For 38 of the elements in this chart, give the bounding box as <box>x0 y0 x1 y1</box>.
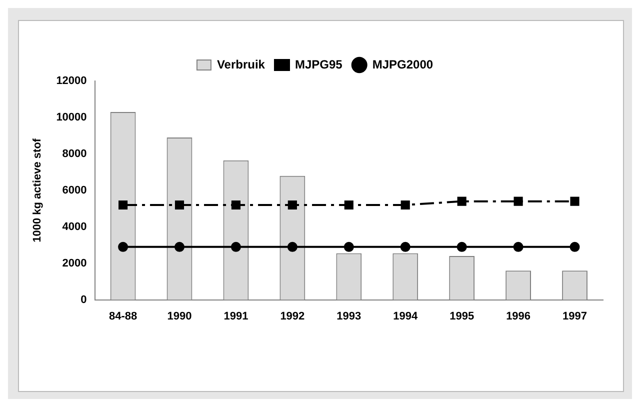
x-tick-label: 1995 <box>450 310 474 322</box>
point <box>288 200 297 210</box>
x-tick-label: 1997 <box>562 310 588 322</box>
point <box>400 200 410 210</box>
x-tick-label: 1993 <box>336 310 362 322</box>
point <box>118 242 128 252</box>
x-tick-label: 1990 <box>167 310 192 322</box>
y-tick-label: 2000 <box>62 257 87 270</box>
point <box>287 242 298 252</box>
legend-label: MJPG2000 <box>372 57 434 72</box>
point <box>174 200 184 210</box>
x-tick-label: 1991 <box>224 310 248 322</box>
point <box>344 200 354 210</box>
x-tick-label: 1996 <box>506 310 531 322</box>
legend-label: Verbruik <box>216 57 266 72</box>
point <box>231 200 240 210</box>
point <box>344 242 354 252</box>
x-tick-label: 1992 <box>280 310 305 322</box>
point <box>457 196 466 206</box>
point <box>570 196 580 206</box>
x-tick-label: 1994 <box>393 310 418 322</box>
y-tick-label: 6000 <box>62 184 87 196</box>
y-tick-label: 8000 <box>62 148 87 160</box>
y-tick-label: 4000 <box>62 220 87 233</box>
point <box>230 242 241 252</box>
point <box>400 242 410 252</box>
y-tick-label: 0 <box>80 294 87 306</box>
point <box>456 242 467 252</box>
point <box>513 242 524 252</box>
x-tick-label: 84-88 <box>108 310 138 322</box>
y-tick-label: 10000 <box>56 112 87 124</box>
y-axis-title: 1000 kg actieve stof <box>32 138 44 242</box>
point <box>118 200 128 210</box>
point <box>514 196 523 206</box>
point <box>174 242 184 252</box>
y-tick-label: 12000 <box>56 75 87 88</box>
legend-label: MJPG95 <box>294 57 343 72</box>
point <box>570 242 580 252</box>
